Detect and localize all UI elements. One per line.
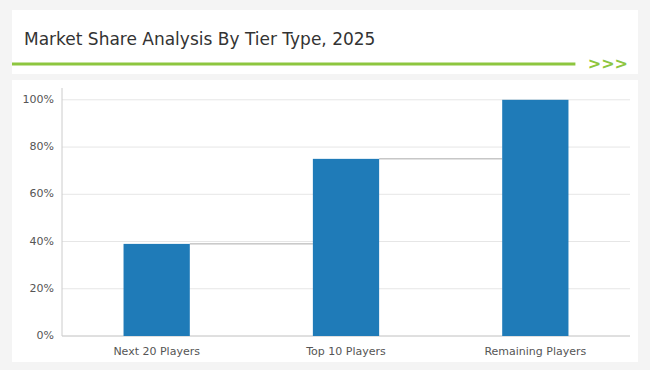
x-tick-label: Remaining Players	[484, 345, 586, 358]
header-panel	[12, 10, 638, 74]
y-tick-label: 60%	[30, 187, 54, 200]
plot-panel	[12, 80, 638, 362]
accent-line	[12, 63, 575, 66]
y-axis-line	[62, 88, 63, 336]
y-tick-label: 100%	[23, 93, 54, 106]
x-axis-ticks: Next 20 Players Top 10 Players Remaining P…	[113, 345, 586, 358]
y-tick-label: 0%	[37, 329, 54, 342]
annotation: >>>	[588, 54, 628, 73]
title: Market Share Analysis By Tier Type, 2025	[24, 29, 375, 49]
y-tick-label: 20%	[30, 282, 54, 295]
bar	[124, 244, 190, 336]
grid	[62, 100, 630, 336]
connector	[379, 158, 502, 159]
chart-svg: Market Share Analysis By Tier Type, 2025…	[0, 0, 650, 370]
chart-container: Market Share Analysis By Tier Type, 2025…	[0, 0, 650, 370]
marks	[124, 100, 569, 336]
x-tick-label: Top 10 Players	[305, 345, 386, 358]
bar	[502, 100, 568, 336]
y-tick-label: 40%	[30, 235, 54, 248]
connector	[190, 243, 313, 244]
y-axis-ticks: 0% 20% 40% 60% 80% 100%	[23, 93, 54, 342]
x-tick-label: Next 20 Players	[113, 345, 200, 358]
background	[0, 0, 650, 370]
y-tick-label: 80%	[30, 140, 54, 153]
bar	[313, 159, 379, 336]
